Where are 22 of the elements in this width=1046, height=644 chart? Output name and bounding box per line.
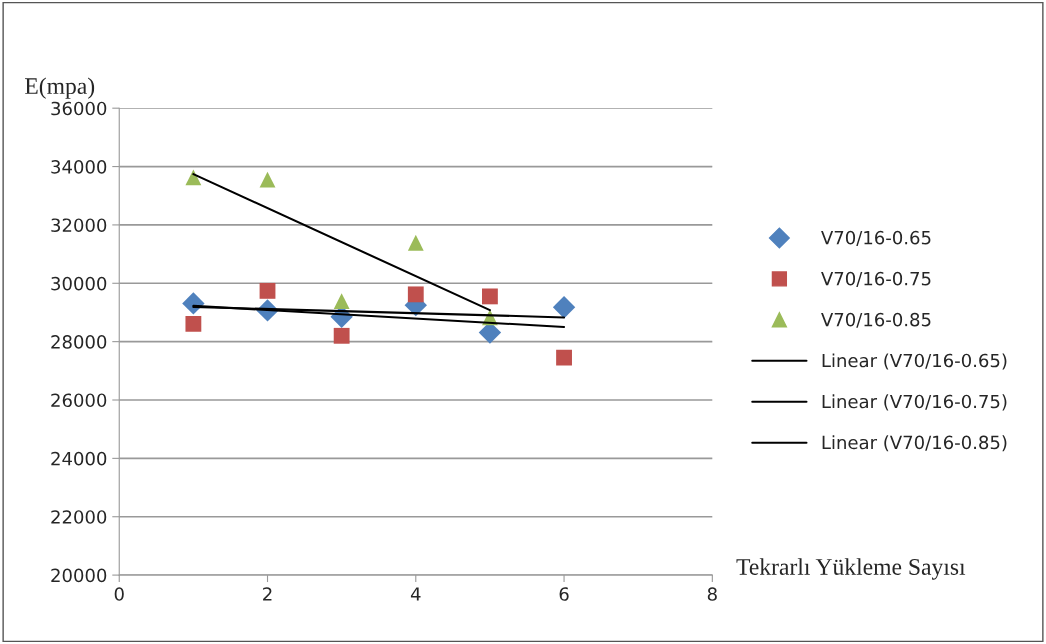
y-tick-label: 22000 bbox=[51, 510, 107, 524]
x-tick-label: 4 bbox=[410, 587, 421, 601]
y-tick-label: 20000 bbox=[51, 568, 107, 583]
x-tick-label: 8 bbox=[707, 587, 717, 601]
legend-label: V70/16-0.75 bbox=[821, 271, 931, 287]
y-tick-label: 34000 bbox=[51, 160, 107, 174]
legend-label: Linear (V70/16-0.75) bbox=[822, 394, 1007, 411]
y-tick-label: 32000 bbox=[51, 218, 107, 233]
legend-label: Linear (V70/16-0.85) bbox=[822, 435, 1007, 452]
y-tick-label: 24000 bbox=[51, 451, 107, 466]
y-axis-title: E(mpa) bbox=[25, 77, 95, 99]
y-tick-label: 28000 bbox=[51, 335, 107, 349]
legend-label: Linear (V70/16-0.65) bbox=[822, 353, 1007, 370]
x-axis-title: Tekrarlı Yükleme Sayısı bbox=[736, 558, 966, 580]
legend-label: V70/16-0.65 bbox=[821, 230, 931, 246]
y-tick-label: 26000 bbox=[51, 393, 107, 408]
y-tick-label: 36000 bbox=[51, 101, 107, 116]
x-tick-label: 0 bbox=[114, 587, 124, 601]
y-tick-label: 30000 bbox=[51, 276, 107, 291]
legend-label: V70/16-0.85 bbox=[821, 312, 931, 328]
x-tick-label: 2 bbox=[263, 587, 272, 601]
x-tick-label: 6 bbox=[559, 587, 569, 601]
